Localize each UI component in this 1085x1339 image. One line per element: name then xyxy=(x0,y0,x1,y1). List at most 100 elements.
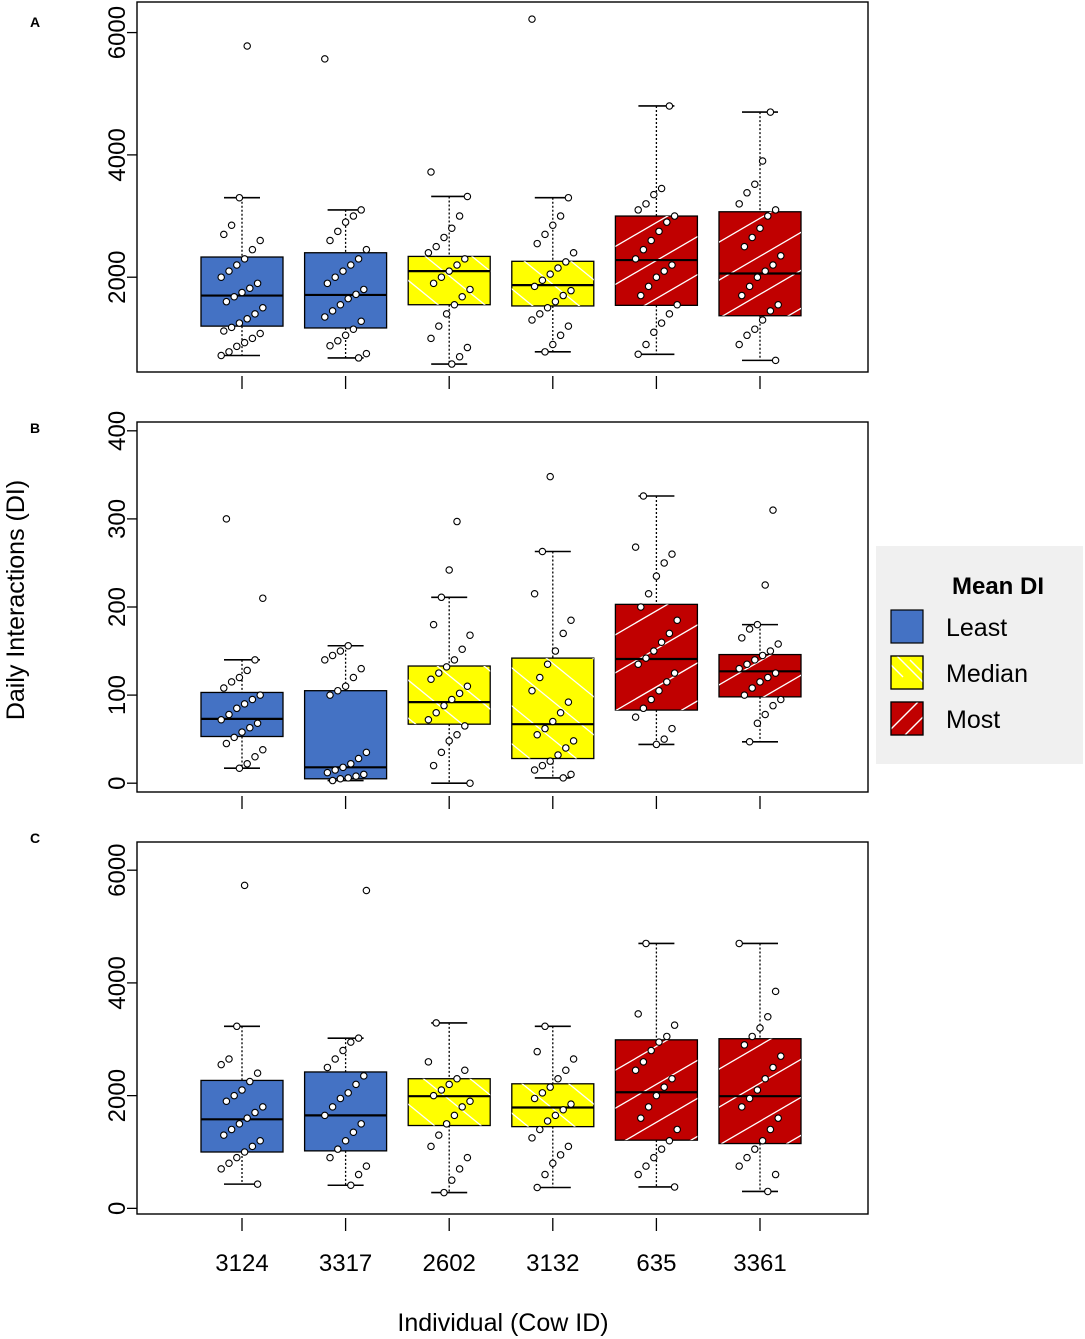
box-3132 xyxy=(511,15,595,356)
y-tick-label: 4000 xyxy=(104,956,131,1009)
data-point xyxy=(652,740,661,749)
data-point xyxy=(541,1022,549,1031)
data-point xyxy=(569,248,578,257)
data-point xyxy=(429,1091,438,1100)
data-point xyxy=(217,1060,225,1069)
data-point xyxy=(756,1024,764,1032)
box-2602 xyxy=(407,1019,491,1197)
data-point xyxy=(323,768,332,777)
data-point xyxy=(461,255,469,263)
data-point xyxy=(769,701,777,710)
data-point xyxy=(339,267,347,275)
data-point xyxy=(652,1091,661,1100)
data-point xyxy=(354,354,363,362)
data-point xyxy=(220,684,228,692)
data-point xyxy=(530,766,539,774)
data-point xyxy=(253,1069,262,1077)
data-point xyxy=(673,616,681,624)
data-point xyxy=(352,1080,360,1089)
data-point xyxy=(556,331,565,340)
legend-swatch-most xyxy=(890,701,924,736)
data-point xyxy=(243,760,251,768)
data-point xyxy=(256,329,264,338)
data-point xyxy=(668,261,676,269)
data-point xyxy=(424,716,433,724)
data-point xyxy=(665,102,674,110)
legend: Mean DI Least Median Most xyxy=(876,546,1083,764)
data-point xyxy=(455,212,464,220)
data-point xyxy=(751,180,759,188)
data-point xyxy=(562,1066,570,1075)
data-point xyxy=(549,1159,557,1168)
data-point xyxy=(753,273,762,281)
data-point xyxy=(352,290,360,299)
data-point xyxy=(259,304,267,312)
data-point xyxy=(440,1188,448,1197)
data-point xyxy=(637,603,645,611)
panels: A 2000 4000 6000 B 0 100 200 300 400 C 0 2000 4000 600… xyxy=(30,1,869,1277)
legend-hatch-median xyxy=(891,656,923,683)
data-point xyxy=(665,1136,674,1145)
data-point xyxy=(220,327,228,335)
data-point xyxy=(665,629,674,638)
data-point xyxy=(321,55,329,63)
data-point xyxy=(647,695,655,704)
data-point xyxy=(650,647,658,655)
legend-label-most: Most xyxy=(946,706,1000,734)
data-point xyxy=(432,242,440,251)
data-point xyxy=(551,647,560,655)
legend-title: Mean DI xyxy=(952,573,1044,600)
data-point xyxy=(357,317,365,325)
data-point xyxy=(251,310,259,318)
data-point xyxy=(766,647,775,655)
data-point xyxy=(437,1086,446,1094)
box-635 xyxy=(614,102,699,359)
data-point xyxy=(437,593,446,602)
data-point xyxy=(233,342,241,351)
data-point xyxy=(233,261,241,269)
data-point xyxy=(652,572,661,580)
data-point xyxy=(347,1181,355,1190)
data-point xyxy=(536,310,544,318)
data-point xyxy=(774,640,782,648)
data-point xyxy=(559,774,567,782)
data-point xyxy=(528,686,536,695)
data-point xyxy=(745,738,754,746)
data-point xyxy=(339,1046,347,1055)
data-point xyxy=(455,352,464,361)
data-point xyxy=(663,218,671,226)
data-point xyxy=(748,684,756,692)
data-point xyxy=(735,664,743,673)
data-point xyxy=(743,189,751,197)
data-point xyxy=(463,192,472,201)
data-point xyxy=(334,686,342,695)
data-point xyxy=(466,285,474,294)
data-point xyxy=(455,1165,464,1173)
data-point xyxy=(559,629,567,638)
data-point xyxy=(738,291,746,300)
data-point xyxy=(427,675,435,683)
data-point xyxy=(323,279,332,288)
data-point xyxy=(564,193,573,202)
data-point xyxy=(336,647,345,655)
data-point xyxy=(634,1170,642,1179)
data-point xyxy=(541,724,549,733)
data-point xyxy=(455,689,464,698)
box-3124 xyxy=(200,881,284,1188)
data-point xyxy=(554,751,562,759)
data-point xyxy=(745,282,754,291)
data-point xyxy=(530,590,539,598)
data-point xyxy=(240,1148,249,1156)
data-point xyxy=(437,748,446,757)
data-point xyxy=(569,1055,578,1063)
data-point xyxy=(777,695,785,704)
data-point xyxy=(538,547,547,556)
data-point xyxy=(238,728,246,736)
data-point xyxy=(569,737,578,745)
data-point xyxy=(256,691,264,699)
data-point xyxy=(435,322,443,330)
data-point xyxy=(243,1114,251,1122)
box-3361 xyxy=(718,939,802,1196)
data-point xyxy=(554,264,562,272)
data-point xyxy=(445,1080,453,1089)
